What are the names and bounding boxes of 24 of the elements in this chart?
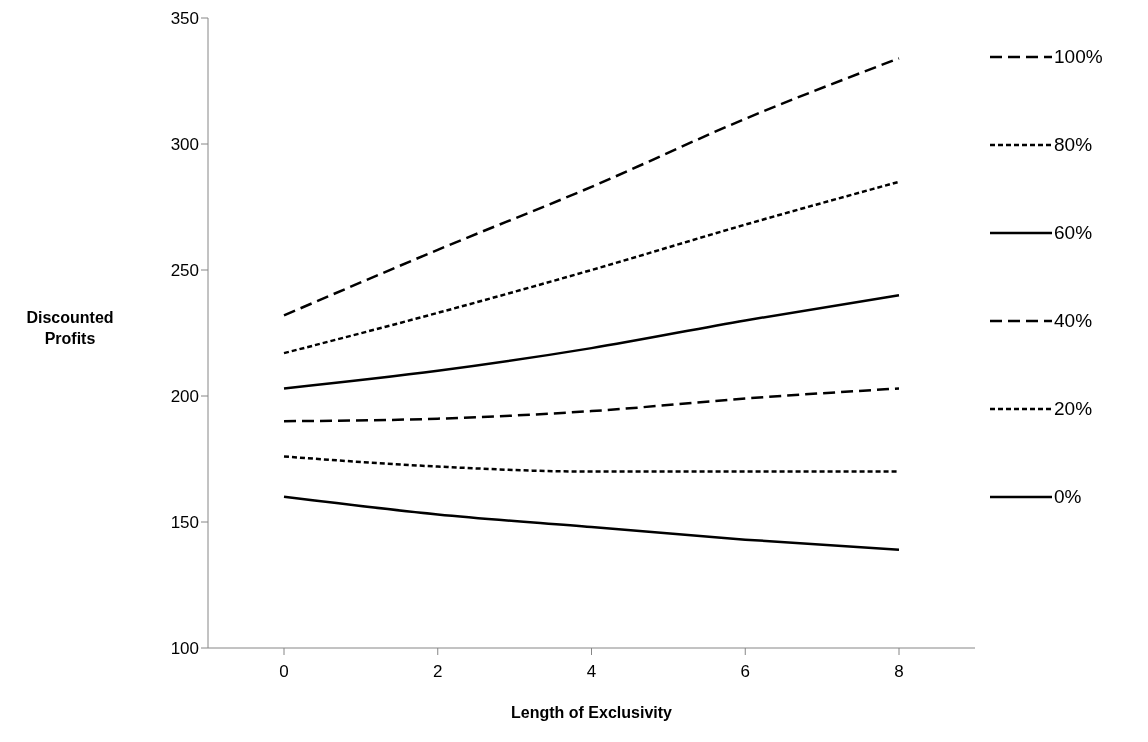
y-tick-label: 350 (170, 9, 199, 29)
line-series (282, 495, 901, 551)
x-tick-label: 0 (279, 662, 289, 682)
y-tick-label: 100 (170, 639, 199, 659)
line-series (282, 57, 901, 317)
legend-label: 40% (1054, 310, 1093, 332)
x-tick-label: 4 (586, 662, 597, 682)
legend-label: 20% (1054, 398, 1093, 420)
y-tick-label: 200 (170, 387, 199, 407)
x-axis-title: Length of Exclusivity (511, 704, 673, 721)
legend-label: 60% (1054, 222, 1093, 244)
x-tick-label: 6 (740, 662, 750, 682)
x-tick-label: 8 (894, 662, 904, 682)
x-tick-label: 2 (433, 662, 443, 682)
line-series (282, 387, 901, 423)
line-series (282, 293, 901, 390)
legend-label: 80% (1054, 134, 1093, 156)
y-tick-label: 300 (170, 135, 199, 155)
legend-label: 100% (1054, 46, 1103, 68)
legend-label: 0% (1054, 486, 1082, 508)
y-tick-label: 250 (170, 261, 199, 281)
y-axis-title: Discounted Profits (26, 309, 114, 347)
line-series (282, 180, 901, 355)
y-tick-label: 150 (170, 513, 199, 533)
